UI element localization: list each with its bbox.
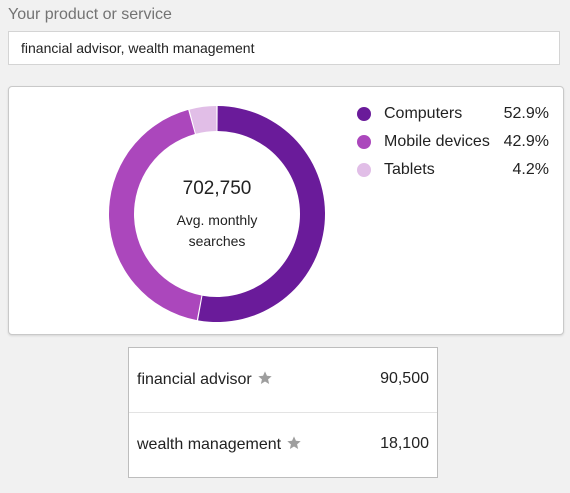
star-icon-svg (287, 436, 301, 449)
legend-label: Computers (384, 105, 463, 122)
legend-percent: 42.9% (503, 133, 549, 150)
device-breakdown-card: 702,750 Avg. monthly searches Computers … (8, 86, 564, 335)
legend-item-tablets: Tablets 4.2% (355, 159, 549, 187)
donut-slice-mobile-devices (108, 109, 202, 321)
keyword-text: financial advisor (137, 371, 252, 388)
table-row: financial advisor 90,500 (129, 348, 437, 412)
search-volume: 90,500 (380, 370, 429, 387)
donut-center: 702,750 Avg. monthly searches (107, 104, 327, 324)
legend-dot-computers (357, 107, 371, 121)
legend-dot-tablets (357, 163, 371, 177)
donut-slice-computers (198, 106, 326, 322)
legend-percent: 52.9% (503, 105, 549, 122)
legend-label: Tablets (384, 161, 435, 178)
legend-item-computers: Computers 52.9% (355, 103, 549, 131)
legend-dot-mobile-devices (357, 135, 371, 149)
avg-monthly-searches-caption: Avg. monthly searches (176, 212, 258, 249)
table-row: wealth management 18,100 (129, 412, 437, 477)
search-volume: 18,100 (380, 435, 429, 452)
donut-svg (108, 106, 326, 322)
keyword-volume-table: financial advisor 90,500 wealth manageme… (128, 347, 438, 478)
star-icon-svg (258, 371, 272, 384)
star-icon[interactable] (286, 435, 302, 456)
legend-label: Mobile devices (384, 133, 490, 150)
product-service-input[interactable] (8, 31, 560, 65)
device-legend: Computers 52.9% Mobile devices 42.9% Tab… (355, 103, 549, 187)
keyword-text: wealth management (137, 436, 282, 453)
star-icon[interactable] (257, 370, 273, 391)
legend-item-mobile-devices: Mobile devices 42.9% (355, 131, 549, 159)
donut-slice-tablets (189, 106, 217, 134)
avg-monthly-searches-value: 702,750 (182, 178, 252, 199)
keyword-cell: wealth management (137, 435, 302, 456)
keyword-cell: financial advisor (137, 370, 273, 391)
legend-percent: 4.2% (512, 161, 549, 178)
device-donut-chart: 702,750 Avg. monthly searches (107, 104, 327, 324)
product-field-label: Your product or service (8, 6, 172, 23)
